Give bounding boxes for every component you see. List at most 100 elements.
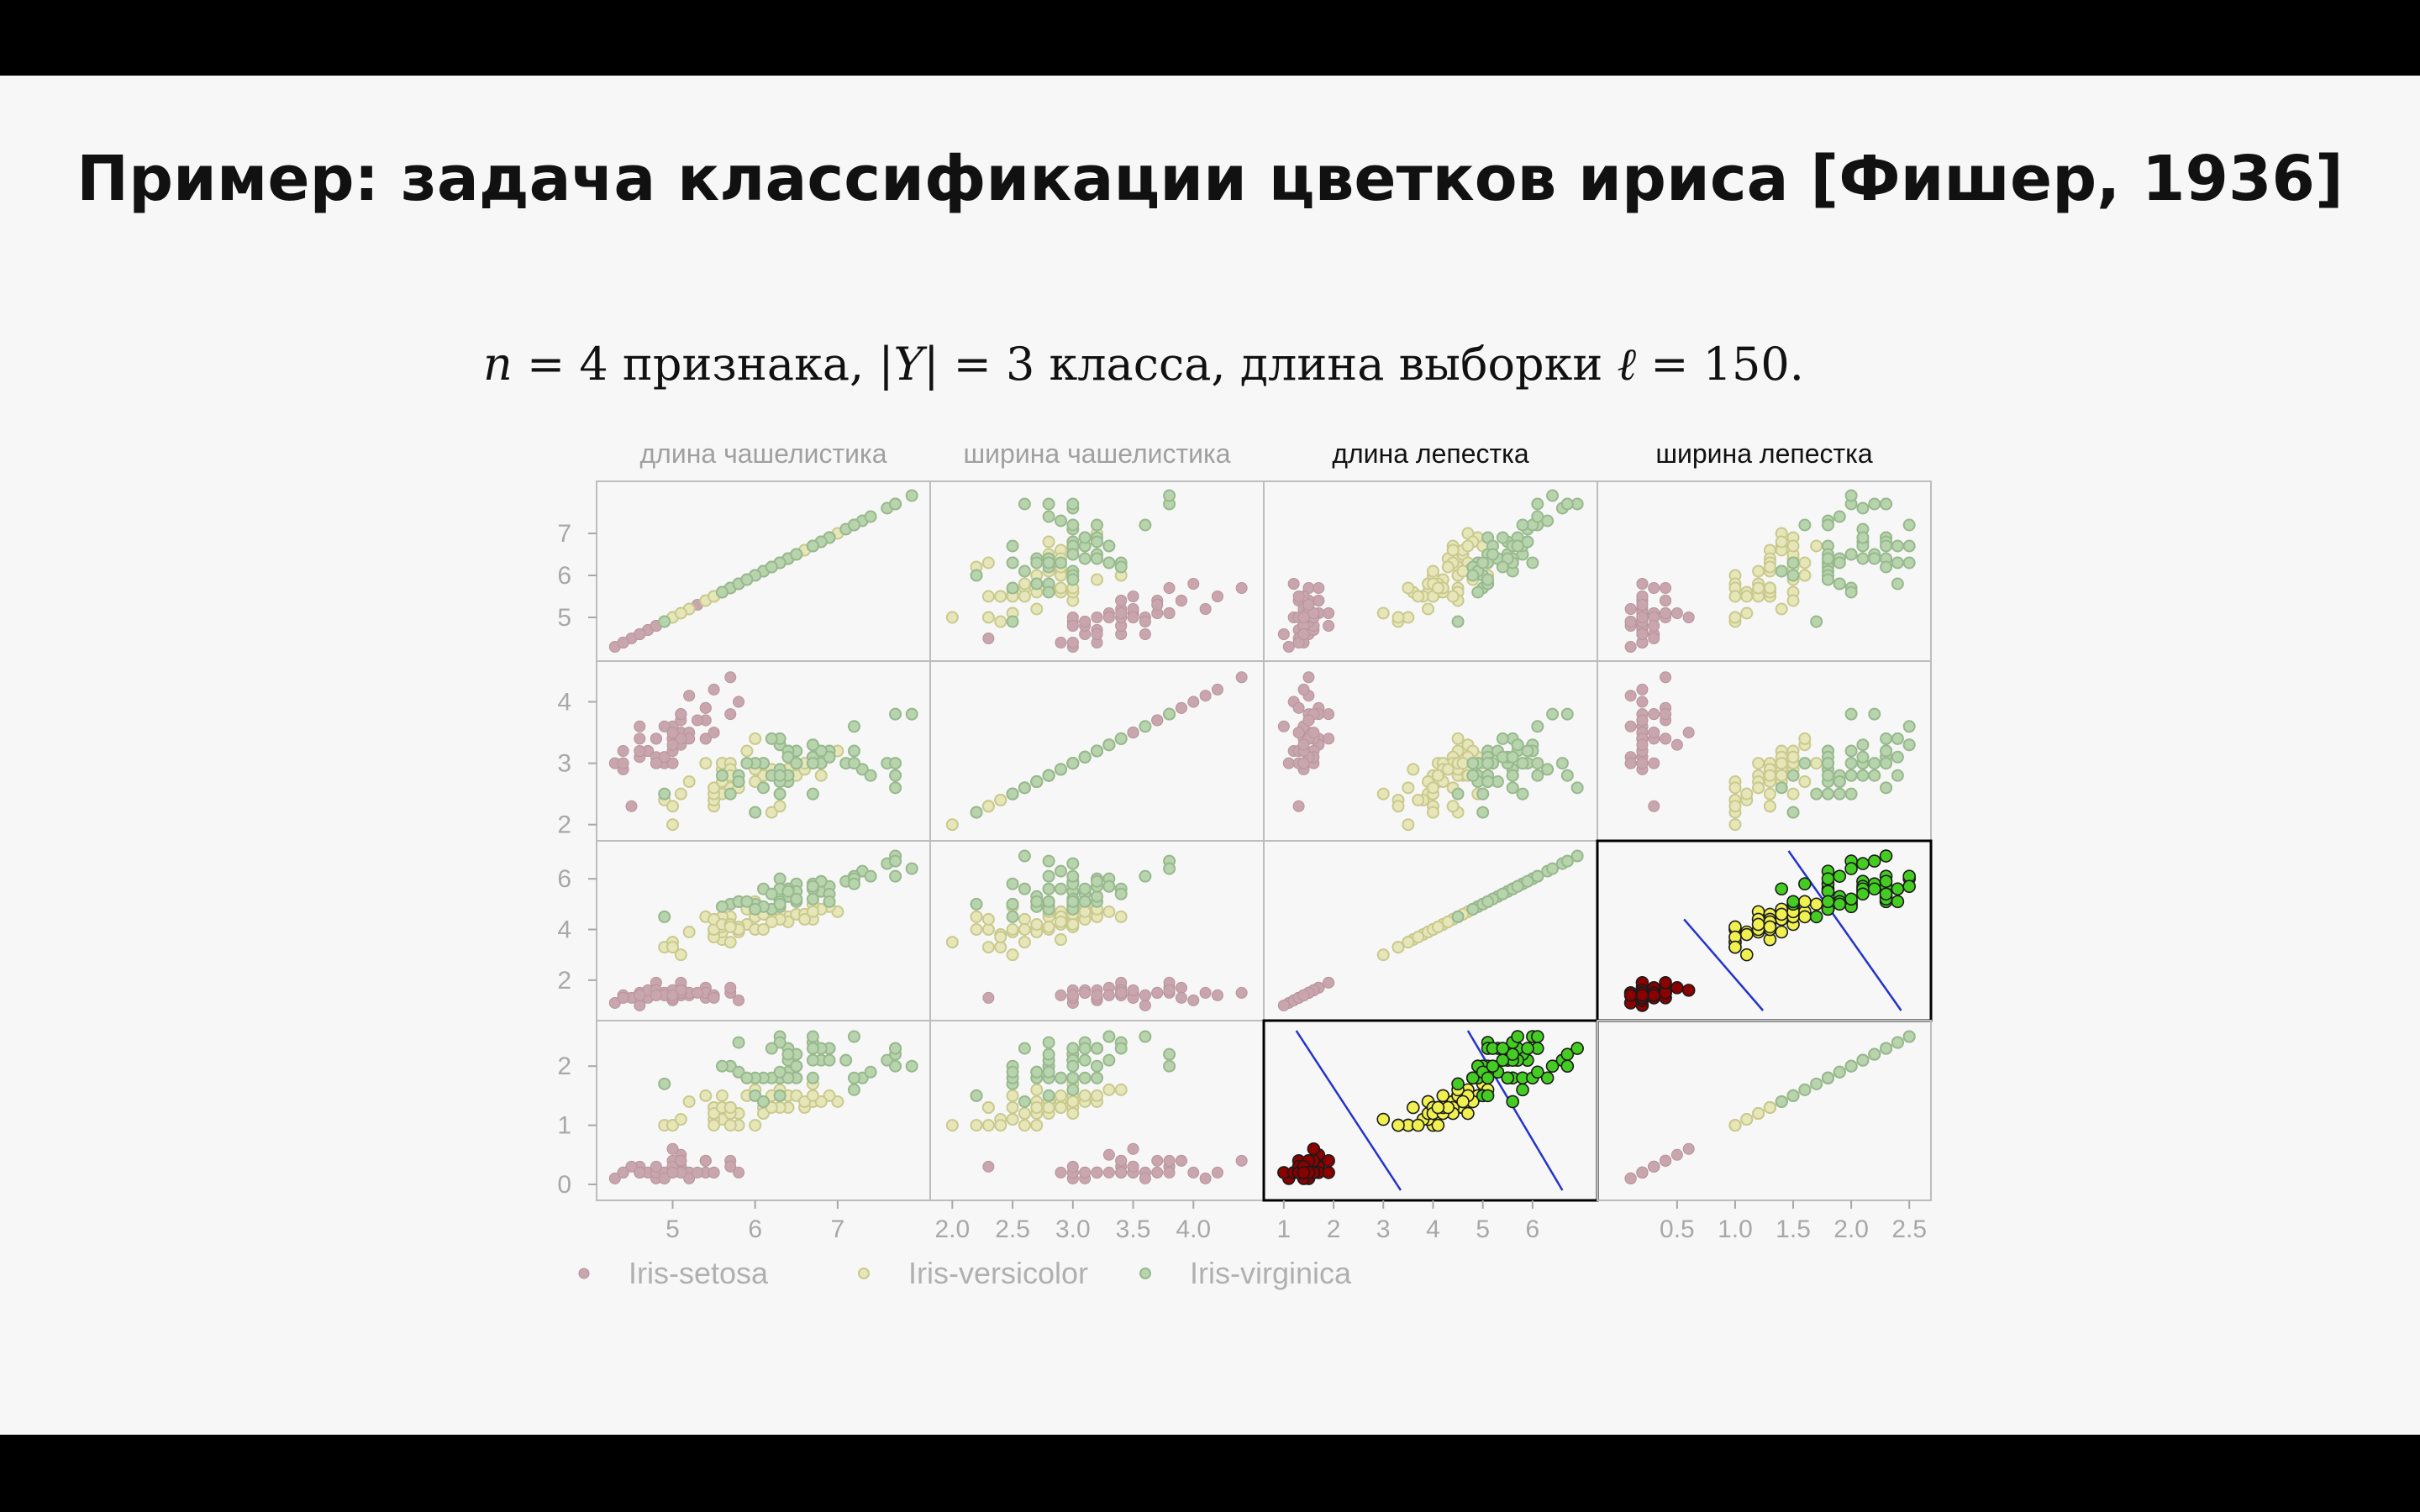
point-iris-virginica-48 [1880, 1042, 1893, 1055]
point-iris-setosa-47 [634, 745, 646, 757]
point-iris-versicolor-31 [1411, 1118, 1425, 1132]
point-iris-virginica-49 [1481, 1071, 1495, 1085]
point-iris-setosa-22 [1139, 628, 1151, 640]
point-iris-virginica-33 [1786, 895, 1800, 909]
point-iris-virginica-25 [1091, 518, 1103, 532]
point-iris-virginica-43 [1091, 1042, 1103, 1055]
point-iris-virginica-19 [970, 806, 983, 819]
point-iris-virginica-21 [1471, 585, 1485, 599]
point-iris-virginica-45 [806, 539, 819, 553]
point-iris-setosa-34 [1079, 616, 1092, 627]
point-iris-virginica-48 [1114, 560, 1128, 574]
point-iris-virginica-31 [1546, 489, 1560, 502]
separator-line-1 [1683, 918, 1765, 1011]
point-iris-versicolor-18 [970, 910, 983, 923]
point-iris-setosa-21 [1151, 1154, 1164, 1167]
point-iris-virginica-28 [1856, 769, 1870, 782]
point-iris-versicolor-1 [1091, 1089, 1103, 1102]
point-iris-setosa-18 [724, 1160, 737, 1173]
point-iris-versicolor-26 [1775, 769, 1788, 782]
point-iris-virginica-42 [1030, 895, 1044, 908]
subtitle-y-var: Y [893, 338, 924, 391]
point-iris-versicolor-40 [1018, 590, 1031, 603]
point-iris-versicolor-48 [1376, 1112, 1391, 1126]
point-iris-virginica-45 [1066, 1042, 1080, 1055]
point-iris-setosa-15 [1235, 582, 1248, 594]
point-iris-versicolor-48 [1740, 1113, 1754, 1126]
point-iris-virginica-39 [1856, 531, 1870, 544]
point-iris-setosa-20 [1313, 595, 1325, 606]
point-iris-virginica-18 [1018, 849, 1031, 863]
point-iris-virginica-41 [823, 895, 836, 908]
point-iris-versicolor-48 [1739, 948, 1754, 962]
point-iris-virginica-37 [781, 750, 795, 764]
point-iris-versicolor-49 [1763, 581, 1776, 595]
slide: Пример: задача классификации цветков ири… [0, 76, 2420, 1435]
point-iris-virginica-31 [1546, 707, 1560, 721]
point-iris-virginica-29 [1516, 518, 1529, 532]
point-iris-setosa-38 [617, 757, 629, 769]
point-iris-virginica-37 [1501, 1071, 1515, 1085]
point-iris-virginica-49 [1066, 573, 1080, 586]
point-iris-setosa-45 [650, 1160, 662, 1173]
point-iris-setosa-33 [708, 683, 720, 696]
point-iris-virginica-37 [781, 1071, 795, 1084]
point-iris-virginica-32 [1042, 882, 1055, 895]
point-iris-versicolor-9 [682, 1095, 696, 1108]
point-iris-virginica-34 [1775, 1095, 1788, 1108]
point-iris-virginica-14 [732, 1036, 745, 1049]
point-iris-setosa-44 [1659, 976, 1672, 990]
point-iris-setosa-16 [699, 701, 712, 714]
point-iris-virginica-35 [889, 497, 902, 511]
panel-pw-sl [596, 1020, 931, 1201]
point-iris-versicolor-31 [1412, 590, 1425, 603]
point-iris-setosa-48 [1151, 714, 1164, 727]
point-iris-virginica-6 [1006, 615, 1019, 628]
point-iris-virginica-30 [1042, 1065, 1055, 1079]
point-iris-versicolor-40 [1018, 912, 1031, 926]
point-iris-setosa-49 [1635, 989, 1649, 1002]
point-iris-virginica-24 [806, 1053, 819, 1067]
point-iris-setosa-18 [1313, 582, 1325, 594]
point-iris-setosa-49 [666, 1166, 679, 1179]
point-iris-versicolor-43 [981, 1119, 995, 1132]
point-iris-virginica-31 [905, 862, 918, 875]
point-iris-setosa-22 [1277, 999, 1290, 1011]
point-iris-virginica-49 [1821, 1071, 1834, 1084]
point-iris-versicolor-12 [749, 1119, 762, 1132]
point-iris-setosa-41 [982, 1160, 995, 1173]
subtitle-part-2: = 3 класса, длина выборки [939, 338, 1618, 391]
left-tick-label-pl: 2 [557, 967, 571, 995]
legend-marker-2 [858, 1268, 870, 1279]
point-iris-setosa-37 [1623, 989, 1638, 1002]
point-iris-versicolor-45 [1066, 917, 1080, 931]
point-iris-setosa-44 [1660, 708, 1672, 721]
panel-points [608, 1030, 918, 1184]
point-iris-virginica-29 [1798, 877, 1812, 891]
point-iris-virginica-44 [806, 879, 819, 893]
bottom-tick-label-pl: 2 [1327, 1215, 1341, 1243]
point-iris-versicolor-29 [723, 936, 737, 949]
point-iris-virginica-25 [847, 744, 860, 758]
point-iris-setosa-37 [1139, 989, 1151, 1001]
point-iris-setosa-44 [1323, 607, 1335, 619]
point-iris-virginica-6 [1006, 910, 1019, 923]
point-iris-virginica-5 [1856, 501, 1870, 515]
scatter-matrix-chart: длина чашелистика ширина чашелистика длина… [557, 438, 1933, 1290]
point-iris-virginica-41 [823, 750, 836, 764]
point-iris-virginica-33 [1042, 556, 1055, 570]
point-iris-versicolor-23 [757, 1107, 770, 1121]
point-iris-virginica-44 [1511, 539, 1524, 553]
point-iris-virginica-44 [1511, 879, 1524, 893]
point-iris-setosa-49 [1297, 1166, 1311, 1179]
point-iris-setosa-45 [1066, 1160, 1079, 1173]
point-iris-virginica-46 [1006, 1065, 1019, 1079]
point-iris-versicolor-36 [1786, 539, 1800, 553]
point-iris-versicolor-37 [981, 912, 995, 926]
point-iris-versicolor-25 [798, 1095, 812, 1108]
point-iris-virginica-48 [1496, 1042, 1510, 1055]
point-iris-virginica-7 [1540, 1071, 1555, 1085]
point-iris-versicolor-43 [666, 941, 680, 954]
point-iris-setosa-34 [1079, 1166, 1092, 1179]
point-iris-versicolor-39 [1763, 787, 1776, 801]
